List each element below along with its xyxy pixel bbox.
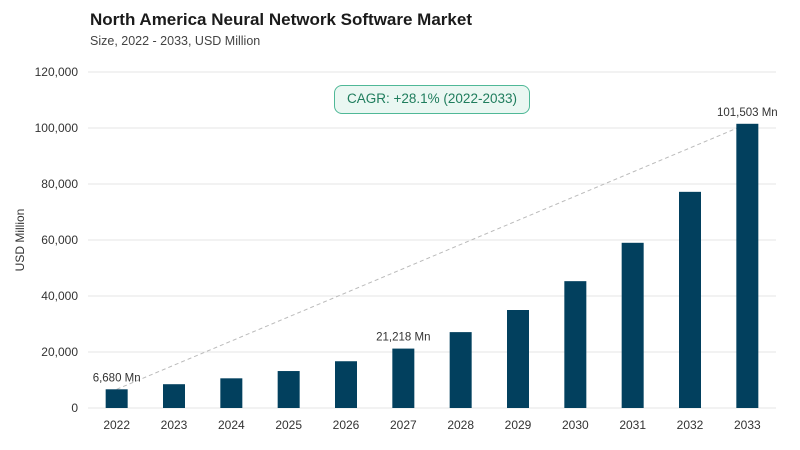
bar-2027 [392, 348, 415, 408]
x-tick-label: 2024 [218, 418, 245, 432]
data-label: 21,218 Mn [376, 332, 430, 344]
x-tick-label: 2029 [505, 418, 532, 432]
x-tick-label: 2033 [734, 418, 761, 432]
bar-2031 [621, 242, 644, 408]
bar-2028 [449, 332, 472, 408]
y-tick-label: 80,000 [41, 177, 78, 191]
cagr-annotation: CAGR: +28.1% (2022-2033) [334, 85, 530, 114]
x-tick-label: 2032 [677, 418, 704, 432]
cagr-trend-line [116, 123, 748, 390]
y-tick-label: 40,000 [41, 289, 78, 303]
bar-2030 [564, 281, 587, 408]
y-tick-label: 20,000 [41, 345, 78, 359]
y-tick-label: 120,000 [35, 65, 79, 79]
x-tick-label: 2031 [619, 418, 646, 432]
x-tick-label: 2030 [562, 418, 589, 432]
y-tick-label: 60,000 [41, 233, 78, 247]
x-tick-label: 2028 [447, 418, 474, 432]
y-tick-label: 0 [71, 401, 78, 415]
x-tick-label: 2026 [333, 418, 360, 432]
bar-2033 [736, 123, 759, 409]
chart-title: North America Neural Network Software Ma… [90, 10, 472, 29]
x-tick-label: 2023 [161, 418, 188, 432]
y-tick-label: 100,000 [35, 121, 79, 135]
data-label: 101,503 Mn [717, 107, 778, 119]
bar-2025 [277, 371, 300, 408]
bar-2029 [507, 310, 529, 408]
bar-2032 [679, 191, 701, 408]
bar-2023 [163, 384, 185, 408]
x-tick-label: 2025 [275, 418, 302, 432]
bar-2024 [220, 378, 243, 408]
bar-2022 [105, 389, 128, 408]
y-axis-label: USD Million [13, 209, 27, 272]
chart-subtitle: Size, 2022 - 2033, USD Million [90, 34, 261, 48]
x-tick-label: 2027 [390, 418, 417, 432]
bar-2026 [335, 361, 357, 408]
data-label: 6,680 Mn [93, 372, 141, 384]
x-tick-label: 2022 [103, 418, 130, 432]
